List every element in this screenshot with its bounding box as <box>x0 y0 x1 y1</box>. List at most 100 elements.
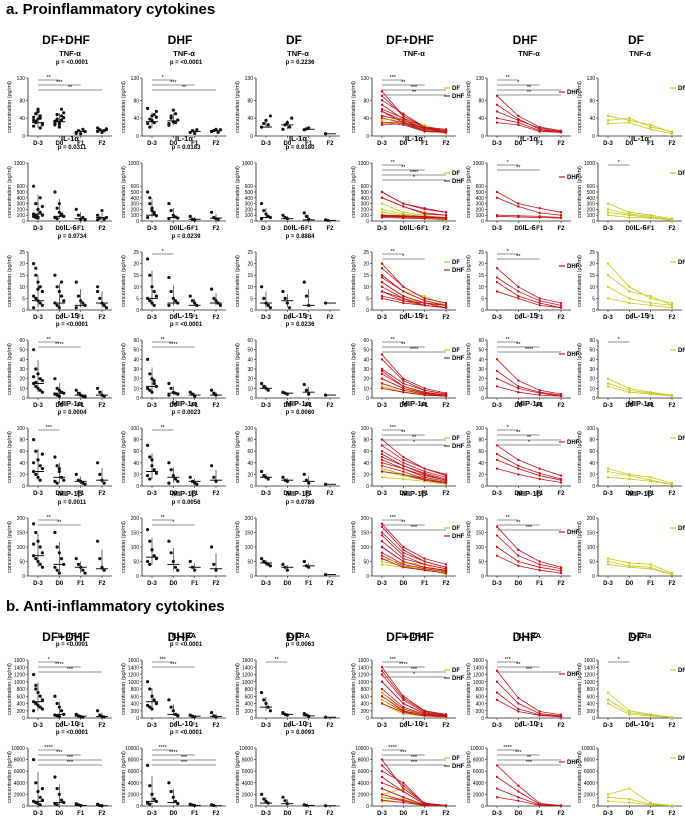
x-tick-label-r4-c4-2: F1 <box>536 491 544 497</box>
y-axis-label-r2-c0: concentration (pg/ml) <box>7 255 13 307</box>
x-tick-label-r0-c3-3: F2 <box>442 141 450 147</box>
x-tick-label-r7-c3-1: D0 <box>399 811 407 817</box>
data-point-r1-c1-1-0 <box>167 202 171 206</box>
series-point-df-r7-c5-1-1 <box>628 797 631 801</box>
data-point-r2-c1-3-0 <box>210 287 214 291</box>
y-tick-label-r5-c2-3: 150 <box>245 531 254 537</box>
series-point-dfdhf-r5-c3-0-3 <box>444 563 448 566</box>
y-tick-label-r6-c4-6: 1200 <box>473 673 484 679</box>
data-point-r3-c1-3-0 <box>210 388 214 392</box>
y-tick-label-r6-c4-4: 800 <box>476 687 485 693</box>
x-tick-label-r7-c3-0: D-3 <box>377 811 387 817</box>
data-point-r1-c0-0-9 <box>40 204 45 209</box>
y-tick-label-r3-c3-3: 30 <box>363 367 369 373</box>
y-tick-label-r2-c0-1: 5 <box>22 296 25 302</box>
series-point-dhf-r7-c4-2-0 <box>495 787 499 790</box>
y-tick-label-r6-c1-1: 200 <box>131 709 140 715</box>
series-line-dhf-r0-c4-3 <box>496 104 562 133</box>
series-point-df-r2-c5-3-2 <box>649 304 652 307</box>
series-point-dfdhf-r2-c3-5-3 <box>444 304 448 307</box>
data-point-r0-c2-1-3 <box>287 125 292 129</box>
data-point-r3-c1-0-6 <box>148 388 152 392</box>
legend-label-dhf-r1-c4: DHF <box>567 175 580 181</box>
series-line-df-r5-c5-0 <box>607 558 673 574</box>
data-point-r3-c0-2-4 <box>83 395 87 399</box>
data-point-r1-c2-0-0 <box>260 202 264 206</box>
plot-title-r2-c1: IL-6 <box>177 223 190 232</box>
y-tick-label-r6-c2-0: 0 <box>250 716 253 722</box>
y-tick-label-r6-c3-8: 1600 <box>358 658 369 664</box>
data-point-r3-c2-2-1 <box>304 388 309 392</box>
x-tick-label-r0-c3-0: D-3 <box>377 141 387 147</box>
series-point-dfdhf-r3-c3-5-0 <box>380 387 384 390</box>
series-point-dfdhf-r4-c3-4-1 <box>402 470 405 473</box>
p-value-r0-c0: p = <0.0001 <box>56 60 89 66</box>
series-line-dfdhf-r3-c3-3 <box>381 378 447 396</box>
p-value-r4-c1: p = 0.0023 <box>172 410 202 416</box>
series-point-dfdhf-r4-c3-5-3 <box>444 481 448 485</box>
x-tick-label-r6-c3-3: F2 <box>442 723 450 729</box>
y-tick-label-r3-c2-4: 40 <box>247 357 253 363</box>
data-point-r6-c0-0-1 <box>34 683 38 687</box>
data-point-r4-c1-1-0 <box>167 461 171 465</box>
series-point-dhf-r5-c4-1-3 <box>559 567 563 570</box>
data-point-r5-c0-0-8 <box>38 562 42 567</box>
series-line-df-r0-c5-0 <box>607 117 673 132</box>
y-tick-label-r2-c0-5: 25 <box>19 250 25 256</box>
data-point-r5-c0-3-3 <box>102 568 106 572</box>
series-point-dhf-r6-c3-0-0 <box>380 669 384 673</box>
legend-label-df-r0-c5: DF <box>678 86 685 92</box>
x-tick-label-r2-c3-2: F1 <box>421 315 429 321</box>
data-point-r0-c1-1-6 <box>169 114 173 118</box>
data-point-r2-c0-3-3 <box>102 303 106 307</box>
series-line-dfdhf-r0-c3-1 <box>381 115 447 132</box>
data-point-r0-c2-0-4 <box>268 114 272 118</box>
series-point-dhf-r6-c4-3-2 <box>538 714 541 717</box>
series-point-dhf-r6-c4-2-1 <box>517 707 520 711</box>
x-tick-label-r7-c2-3: F2 <box>326 811 334 817</box>
y-tick-label-r2-c5-2: 10 <box>589 285 595 291</box>
data-point-r6-c0-0-4 <box>40 698 45 702</box>
data-point-r3-c1-1-0 <box>167 381 171 386</box>
x-tick-label-r2-c5-1: D0 <box>625 315 633 321</box>
series-line-dfdhf-r5-c3-1 <box>381 532 447 568</box>
x-tick-label-r6-c5-1: D0 <box>625 723 633 729</box>
x-tick-label-r3-c2-0: D-3 <box>261 403 271 409</box>
x-tick-label-r3-c0-2: F1 <box>77 403 85 409</box>
series-point-dhf-r1-c4-1-2 <box>538 211 541 215</box>
series-point-df-r1-c5-3-0 <box>606 214 610 217</box>
data-point-r5-c0-1-0 <box>53 530 57 535</box>
y-tick-label-r1-c5-2: 200 <box>587 207 596 213</box>
data-point-r2-c0-0-4 <box>40 289 45 294</box>
series-point-df-r1-c3-2-0 <box>380 211 384 214</box>
x-tick-label-r2-c2-0: D-3 <box>261 315 271 321</box>
series-point-dhf-r4-c3-0-1 <box>402 458 405 462</box>
y-tick-label-r5-c4-1: 50 <box>478 560 484 566</box>
sig-label-r4-c0-0: *** <box>45 425 52 431</box>
y-tick-label-r7-c4-5: 10000 <box>470 746 484 752</box>
data-point-r0-c0-0-7 <box>36 107 40 111</box>
x-tick-label-r3-c5-0: D-3 <box>603 403 613 409</box>
series-line-df-r2-c5-1 <box>607 274 673 306</box>
y-tick-label-r1-c0-3: 300 <box>17 202 26 208</box>
data-point-r0-c2-0-1 <box>262 121 266 126</box>
series-point-dfdhf-r2-c3-1-1 <box>402 290 405 293</box>
legend-label-df-r0-c3: DF <box>452 86 460 92</box>
y-tick-label-r6-c1-4: 800 <box>131 687 140 693</box>
series-line-dhf-r4-c4-1 <box>496 453 562 480</box>
y-axis-label-r4-c4: concentration (pg/ml) <box>466 431 472 483</box>
sig-label-r0-c4-2: ** <box>527 85 532 91</box>
y-tick-label-r1-c5-1: 100 <box>587 213 596 219</box>
data-point-r4-c0-1-0 <box>53 455 57 459</box>
x-tick-label-r0-c5-3: F2 <box>668 141 676 147</box>
series-point-dfdhf-r4-c3-3-0 <box>380 461 384 464</box>
y-tick-label-r0-c4-2: 80 <box>478 98 484 104</box>
series-line-dfdhf-r0-c3-5 <box>381 123 447 133</box>
series-point-df-r5-c5-2-1 <box>628 566 631 569</box>
series-point-df-r2-c5-0-0 <box>606 262 610 265</box>
series-point-dhf-r7-c3-1-0 <box>380 775 384 779</box>
series-line-dhf-r3-c4-3 <box>496 386 562 397</box>
series-point-dfdhf-r3-c3-3-1 <box>402 387 405 390</box>
data-point-r1-c2-2-1 <box>304 214 309 218</box>
plot-title-r5-c0: MIP-1β <box>58 489 83 498</box>
